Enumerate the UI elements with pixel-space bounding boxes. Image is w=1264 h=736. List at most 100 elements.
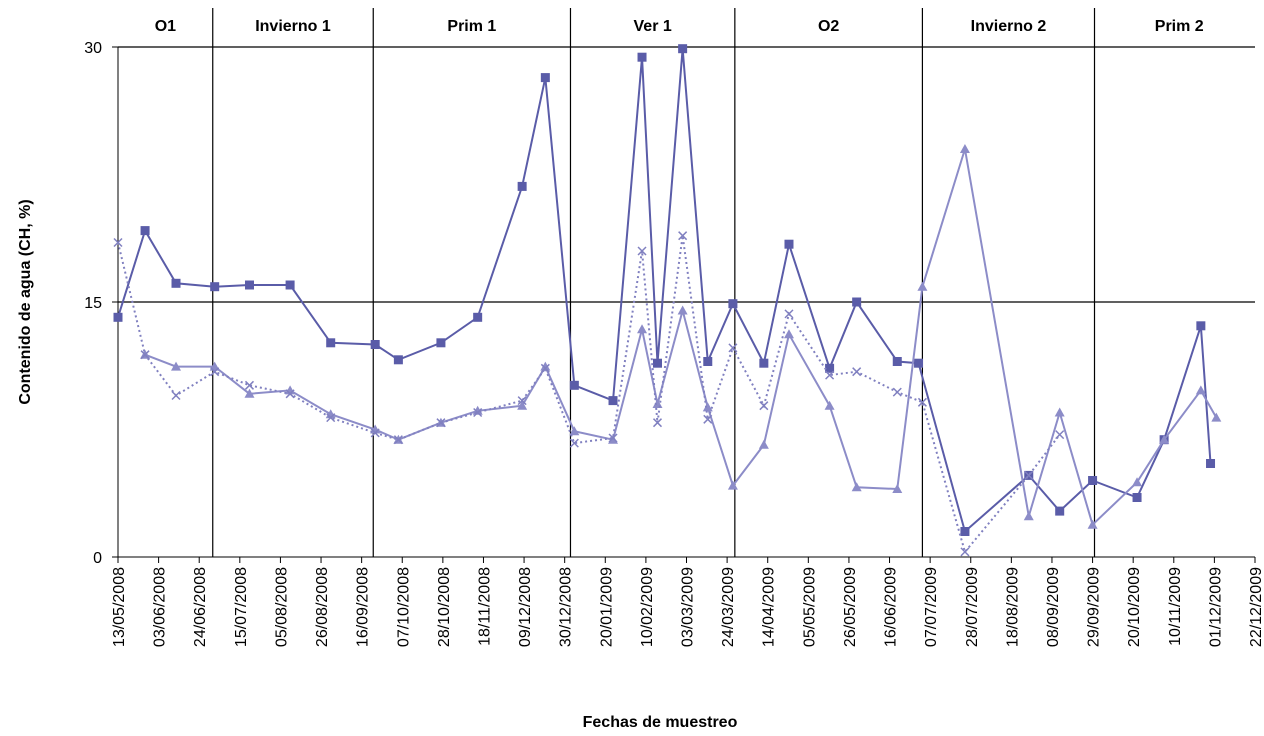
point (758, 439, 769, 449)
x-tick-label: 16/06/2009 (883, 567, 900, 647)
point (540, 363, 550, 373)
point (113, 312, 123, 322)
point (784, 309, 794, 319)
x-tick-label: 07/10/2008 (395, 567, 412, 647)
point (140, 350, 150, 360)
point (171, 361, 182, 371)
point (652, 358, 662, 368)
point (1087, 519, 1098, 529)
series-line (144, 148, 1218, 527)
x-tick-label: 20/01/2009 (598, 567, 615, 647)
point (1054, 407, 1065, 417)
point (171, 278, 181, 288)
point (1206, 459, 1216, 468)
point (113, 237, 123, 248)
point (652, 399, 663, 408)
x-tick-label: 10/02/2009 (639, 567, 656, 647)
x-tick-label: 16/09/2008 (355, 567, 372, 647)
point (436, 338, 446, 348)
point (540, 361, 551, 371)
point (727, 480, 738, 490)
point (728, 343, 738, 353)
y-axis-title: Contenido de agua (CH, %) (17, 199, 34, 404)
x-tick-label: 28/07/2009 (964, 567, 981, 647)
point (210, 367, 220, 377)
point (637, 324, 648, 334)
series (140, 144, 1222, 529)
series (113, 231, 1065, 557)
point (678, 44, 688, 54)
x-tick-label: 08/09/2009 (1045, 567, 1062, 647)
point (244, 380, 255, 390)
season-label: Prim 1 (447, 18, 496, 35)
point (703, 357, 713, 366)
x-tick-label: 05/05/2009 (801, 567, 818, 647)
x-tick-label: 03/03/2009 (680, 567, 697, 647)
point (285, 280, 295, 290)
point (608, 433, 618, 443)
point (1088, 476, 1098, 485)
point (1132, 477, 1143, 487)
x-tick-label: 24/03/2009 (720, 567, 737, 647)
x-tick-label: 14/04/2009 (761, 567, 778, 647)
point (759, 358, 769, 368)
point (1055, 506, 1065, 516)
x-tick-label: 26/05/2009 (842, 567, 859, 647)
point (677, 305, 688, 315)
point (783, 329, 794, 339)
point (569, 438, 579, 448)
season-label: Invierno 1 (255, 18, 331, 35)
point (326, 413, 336, 423)
point (1055, 430, 1065, 440)
point (210, 282, 220, 292)
x-tick-label: 18/08/2009 (1004, 567, 1021, 647)
season-label: Prim 2 (1155, 18, 1204, 35)
point (852, 367, 862, 377)
point (728, 299, 738, 309)
point (917, 281, 928, 291)
y-tick-label: 15 (84, 295, 102, 312)
point (517, 400, 528, 410)
season-label: O2 (818, 18, 839, 35)
point (825, 370, 835, 380)
point (517, 181, 527, 191)
point (1211, 412, 1222, 422)
season-label: Ver 1 (634, 18, 672, 35)
point (436, 418, 446, 428)
point (285, 389, 295, 399)
x-tick-label: 01/12/2009 (1207, 567, 1224, 647)
point (473, 407, 483, 418)
x-tick-label: 22/12/2009 (1248, 567, 1264, 647)
x-tick-label: 26/08/2008 (314, 567, 331, 647)
point (244, 388, 255, 398)
x-tick-label: 05/08/2008 (273, 567, 290, 647)
point (569, 426, 580, 436)
x-tick-label: 13/05/2008 (111, 567, 128, 647)
point (473, 312, 483, 322)
point (917, 397, 927, 407)
point (703, 414, 713, 424)
series-line (117, 48, 1212, 534)
point (892, 484, 903, 493)
x-tick-label: 24/06/2008 (192, 567, 209, 647)
point (637, 52, 647, 62)
x-tick-label: 03/06/2008 (152, 567, 169, 647)
series (113, 44, 1216, 536)
x-axis-title: Fechas de muestreo (583, 714, 738, 731)
point (393, 435, 403, 445)
point (825, 363, 835, 373)
y-tick-label: 0 (93, 550, 102, 567)
season-label: Invierno 2 (971, 18, 1047, 35)
y-tick-label: 30 (84, 40, 102, 57)
point (1024, 470, 1034, 480)
point (892, 357, 902, 366)
series-line (117, 235, 1061, 554)
x-tick-label: 28/10/2008 (436, 567, 453, 647)
x-tick-label: 18/11/2008 (476, 567, 493, 646)
point (370, 428, 380, 438)
point (759, 401, 769, 411)
point (702, 402, 713, 412)
point (171, 390, 181, 401)
point (960, 527, 970, 536)
